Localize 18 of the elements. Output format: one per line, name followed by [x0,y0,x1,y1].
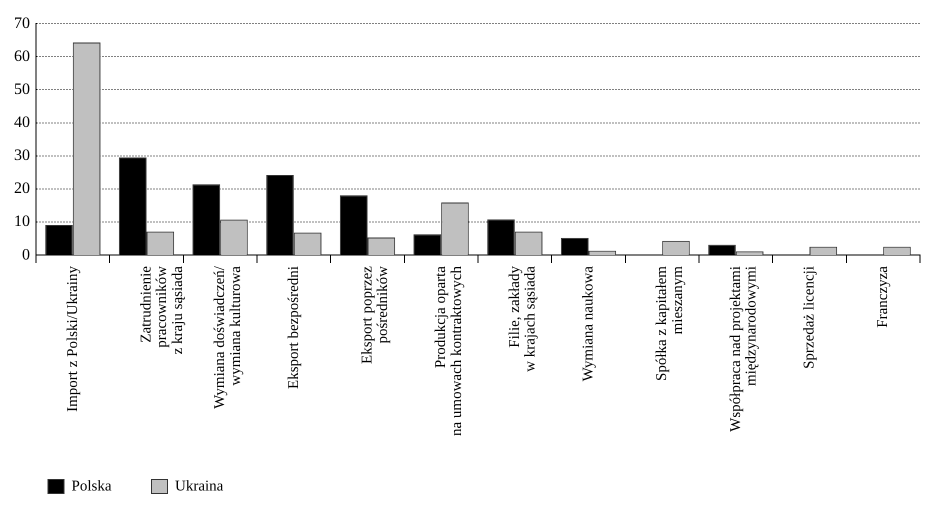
y-tick-label: 70 [14,14,30,32]
x-tick-label: Spółka z kapitałem mieszanym [654,266,686,382]
x-tick-label: Sprzedaż licencji [801,266,818,369]
x-tick-label: Franczyza [875,266,892,328]
y-tick-label: 0 [22,246,30,264]
x-tick-label: Eksport poprzez pośredników [359,266,392,364]
legend-label: Polska [72,478,112,494]
x-tick-label: Zatrudnienie pracowników z kraju sąsiada [138,266,186,354]
y-tick-label: 10 [14,213,30,230]
y-tick-label: 20 [14,180,30,198]
x-tick-label: Import z Polski/Ukrainy [64,266,81,412]
x-tick-label: Wymiana naukowa [580,266,596,382]
y-tick-label: 30 [14,147,30,164]
legend-label: Ukraina [175,478,224,494]
y-tick-label: 50 [14,80,30,98]
x-tick-label: Eksport bezpośredni [286,266,302,389]
y-tick-label: 60 [14,48,30,65]
y-tick-label: 40 [14,114,30,131]
